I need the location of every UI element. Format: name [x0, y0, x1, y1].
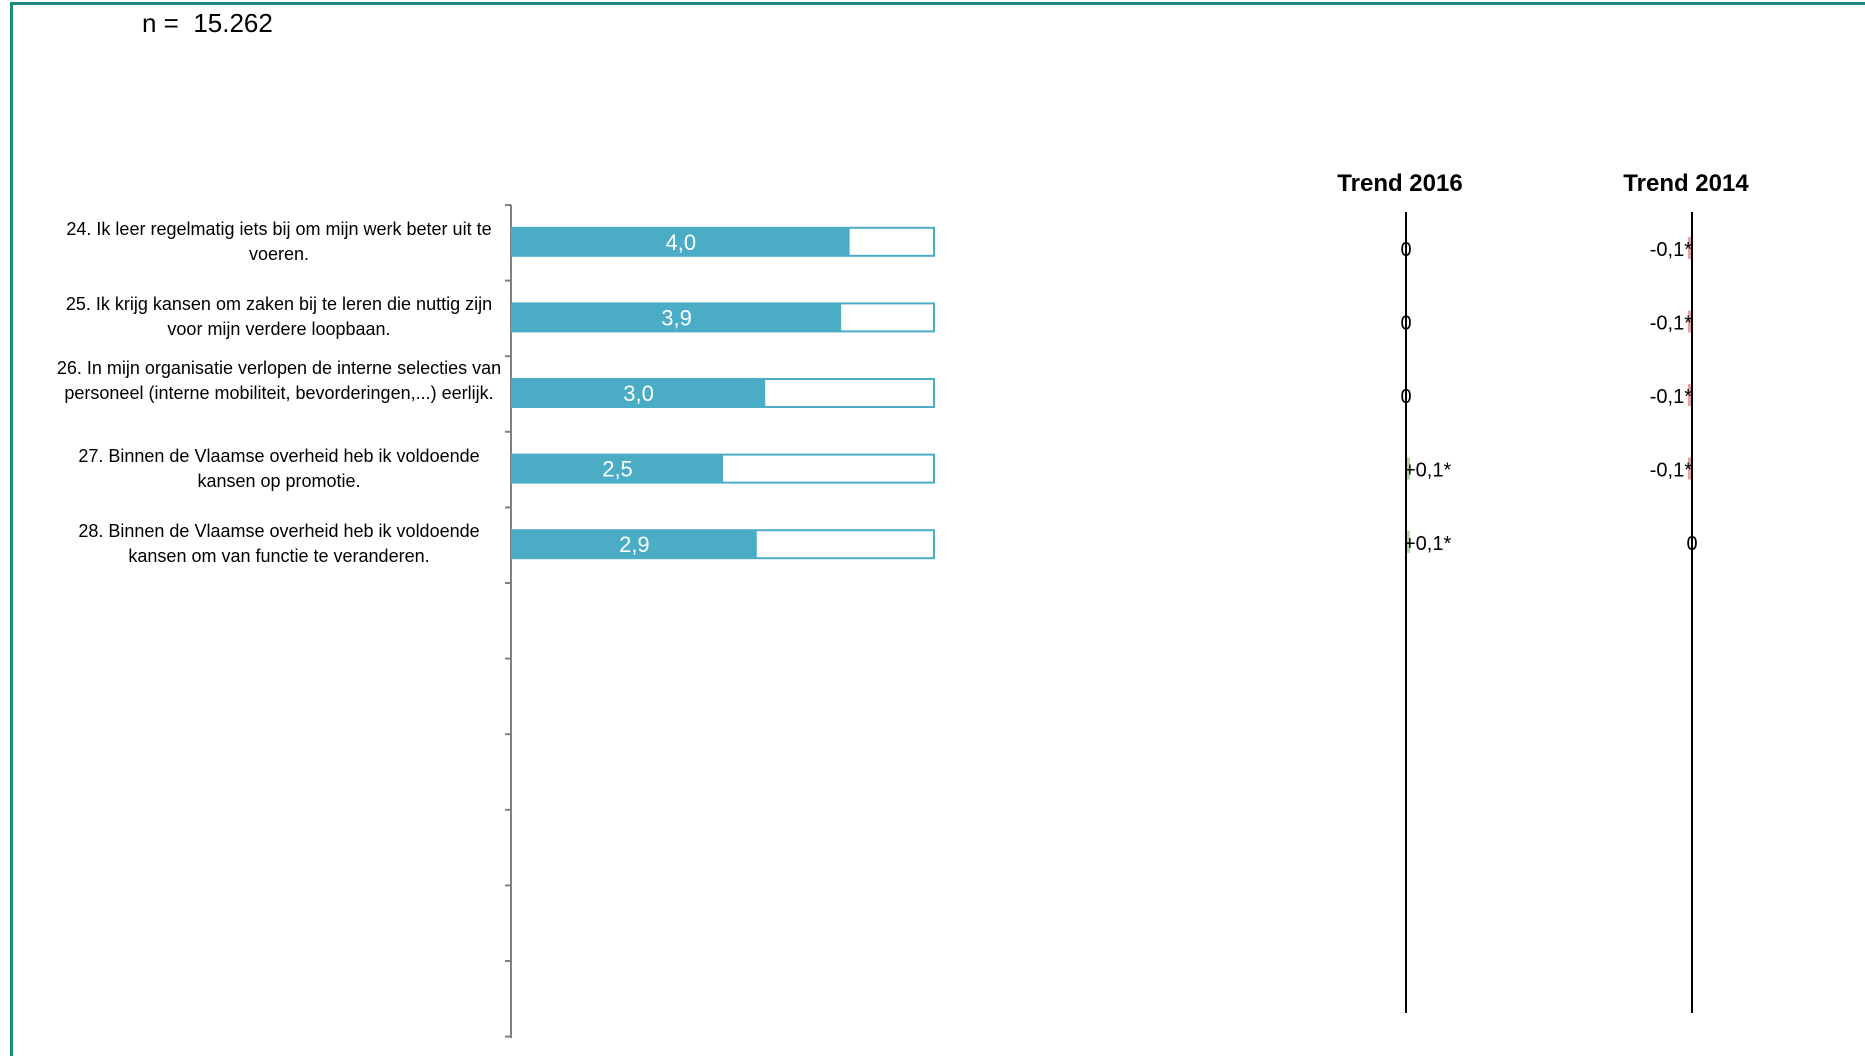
- trend-bar: [1407, 531, 1410, 553]
- trend-value-label: -0,1*: [1650, 386, 1692, 408]
- bar: [512, 303, 842, 332]
- trend-value-label: -0,1*: [1650, 460, 1692, 482]
- question-label: 27. Binnen de Vlaamse overheid heb ik vo…: [78, 445, 480, 491]
- trend-bar: [1688, 237, 1691, 259]
- bar-value-label: 4,0: [666, 230, 697, 255]
- trend-bar: [1407, 457, 1410, 480]
- trend-2016-header: Trend 2016: [1337, 170, 1463, 197]
- trend-bar: [1688, 310, 1691, 333]
- trend-2014-header: Trend 2014: [1623, 170, 1749, 197]
- trend-value-label: 0: [1400, 386, 1411, 408]
- bar: [512, 379, 766, 407]
- trend-bar: [1688, 457, 1691, 480]
- sample-size-prefix: n =: [142, 8, 179, 38]
- trend-value-label: +0,1*: [1404, 460, 1451, 482]
- question-label: 28. Binnen de Vlaamse overheid heb ik vo…: [78, 521, 480, 567]
- chart-frame: [10, 2, 1865, 1056]
- question-label: 24. Ik leer regelmatig iets bij om mijn …: [66, 218, 492, 264]
- bar-value-label: 3,0: [623, 381, 654, 406]
- sample-size-value: 15.262: [193, 8, 273, 38]
- bar-value-label: 2,5: [602, 457, 633, 482]
- trend-value-label: 0: [1400, 239, 1411, 261]
- bar-value-label: 2,9: [619, 532, 650, 557]
- trend-value-label: 0: [1400, 313, 1411, 335]
- question-label: 25. Ik krijg kansen om zaken bij te lere…: [65, 294, 493, 340]
- trend-value-label: +0,1*: [1404, 533, 1451, 555]
- trend-value-label: -0,1*: [1650, 239, 1692, 261]
- trend-value-label: 0: [1686, 533, 1697, 555]
- bar: [512, 227, 850, 256]
- trend-value-label: -0,1*: [1650, 313, 1692, 335]
- sample-size-label: n = 15.262: [142, 8, 273, 39]
- bar-value-label: 3,9: [661, 305, 692, 330]
- question-label: 26. In mijn organisatie verlopen de inte…: [56, 357, 502, 403]
- bar: [512, 530, 757, 559]
- trend-bar: [1688, 384, 1691, 406]
- bar: [512, 454, 723, 483]
